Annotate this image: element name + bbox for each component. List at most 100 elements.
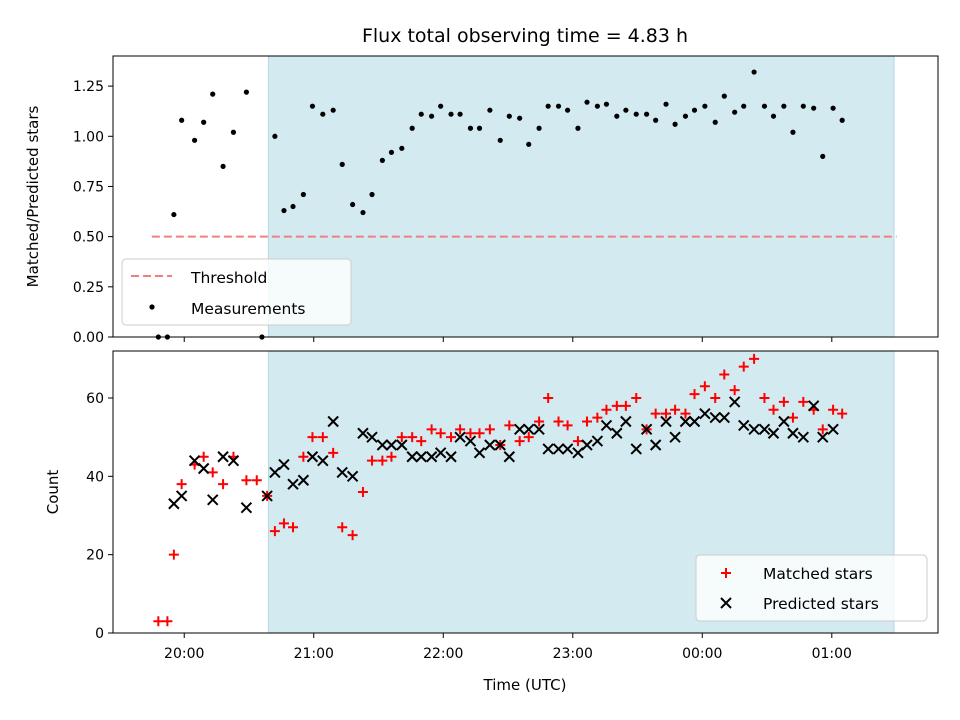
matched-stars-point (798, 396, 809, 407)
measurement-point (409, 125, 415, 131)
predicted-stars-point (297, 474, 310, 486)
matched-stars-point (729, 385, 740, 396)
matched-stars-point (817, 424, 828, 435)
matched-stars-point (562, 420, 573, 431)
measurement-point (179, 117, 185, 123)
predicted-stars-point (817, 431, 829, 443)
predicted-stars-point (600, 419, 613, 432)
predicted-stars-point (758, 423, 771, 436)
measurement-point (751, 69, 757, 75)
matched-stars-point (307, 432, 318, 443)
measurement-point (830, 105, 836, 111)
matched-stars-point (738, 361, 749, 372)
predicted-stars-point (542, 443, 554, 455)
matched-stars-point (514, 436, 525, 447)
predicted-stars-point (327, 415, 339, 428)
measurement-point (682, 113, 689, 119)
matched-stars-point (347, 530, 358, 541)
x-tick-label: 23:00 (553, 646, 593, 662)
predicted-stars-point (513, 423, 526, 436)
matched-stars-point (269, 526, 280, 537)
measurement-point (429, 113, 435, 119)
measurement-point (741, 103, 747, 109)
measurement-point (476, 125, 483, 131)
legend-box (121, 258, 352, 326)
legend-measurements-label: Measurements (191, 300, 306, 318)
predicted-stars-point (728, 396, 741, 408)
matched-stars-point (317, 432, 328, 443)
predicted-stars-point (454, 431, 466, 443)
measurement-point (290, 203, 296, 210)
bottom-panel: 0 20 40 60 20:00 21:00 22:00 23:00 00:00 01:00 Cou… (44, 350, 939, 662)
measurement-point (388, 149, 395, 155)
measurement-point (379, 157, 385, 163)
matched-stars-point (465, 428, 476, 439)
legend-measurements-swatch (149, 304, 155, 310)
matched-stars-point (699, 381, 710, 392)
legend: Matched stars Predicted stars (695, 554, 928, 622)
predicted-stars-point (778, 415, 790, 428)
matched-stars-point (650, 408, 661, 419)
measurement-point (594, 103, 600, 109)
measurement-point (811, 105, 817, 111)
predicted-stars-point (269, 466, 281, 479)
measurement-point (536, 125, 542, 131)
y-tick-label: 20 (86, 548, 104, 564)
measurement-point (506, 113, 512, 119)
matched-stars-point (218, 479, 229, 490)
measurement-point (201, 119, 207, 125)
matched-stars-point (484, 424, 495, 435)
measurement-point (653, 117, 659, 123)
predicted-stars-point (620, 415, 632, 428)
predicted-stars-point (385, 439, 398, 451)
matched-stars-point (474, 428, 485, 439)
measurement-point (467, 125, 474, 131)
y-tick-label: 40 (86, 469, 104, 485)
matched-stars-point (377, 455, 388, 466)
measurement-point (399, 145, 405, 151)
matched-stars-point (710, 393, 721, 403)
measurement-point (230, 129, 237, 135)
predicted-stars-point (523, 423, 535, 436)
measurement-point (781, 103, 787, 109)
predicted-stars-point (767, 427, 780, 439)
x-tick-label: 00:00 (682, 646, 722, 662)
matched-stars-point (357, 487, 368, 497)
predicted-stars-point (748, 423, 760, 436)
measurement-point (721, 93, 727, 99)
matched-stars-point (207, 467, 218, 478)
measurement-point (300, 191, 306, 198)
predicted-stars-point (366, 431, 378, 443)
predicted-stars-point (679, 415, 692, 428)
measurement-point (564, 107, 571, 113)
measurement-point (623, 107, 629, 113)
matched-stars-point (680, 408, 691, 419)
measurement-point (603, 101, 610, 107)
predicted-stars-point (445, 451, 457, 463)
matched-stars-point (407, 432, 418, 443)
predicted-stars-point (827, 423, 839, 436)
matched-stars-point (176, 479, 187, 490)
measurement-point (732, 109, 738, 115)
predicted-stars-point (718, 411, 731, 424)
predicted-stars-point (227, 454, 240, 467)
measurement-point (790, 129, 796, 135)
predicted-stars-point (376, 439, 389, 451)
top-panel: 0.00 0.25 0.50 0.75 1.00 1.25 Matched/Predicte… (24, 55, 939, 346)
x-tick-label: 22:00 (423, 646, 463, 662)
x-tick-label: 20:00 (164, 646, 204, 662)
legend-matched-label: Matched stars (763, 565, 873, 583)
measurement-point (330, 107, 336, 113)
measurement-point (191, 137, 198, 143)
measurement-point (360, 209, 366, 216)
legend-threshold-label: Threshold (190, 269, 267, 287)
matched-stars-point (396, 432, 407, 443)
predicted-stars-point (175, 490, 188, 502)
matched-stars-point (778, 396, 789, 407)
matched-stars-point (572, 436, 583, 447)
y-tick-label: 0.50 (73, 230, 104, 246)
measurement-point (584, 99, 590, 105)
x-tick-label: 01:00 (812, 646, 852, 662)
predicted-stars-point (640, 423, 653, 436)
